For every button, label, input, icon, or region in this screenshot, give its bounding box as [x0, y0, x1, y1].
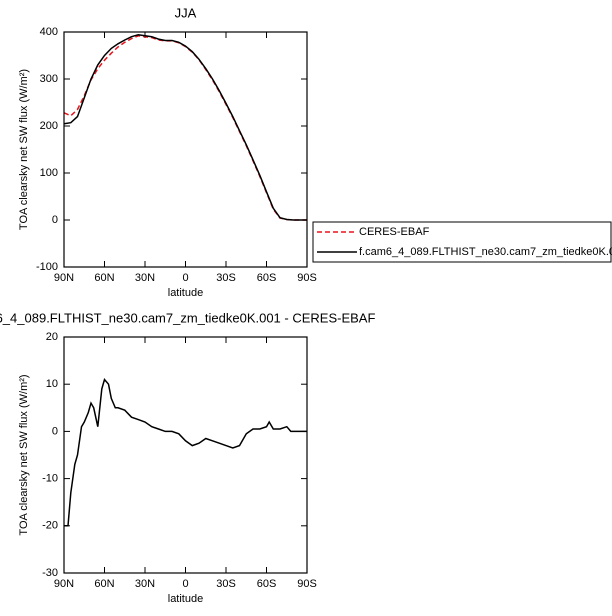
x-tick-label: 30S: [216, 578, 236, 590]
chart-title: JJA: [175, 5, 197, 20]
y-tick-label: 0: [52, 425, 58, 437]
data-line: [63, 34, 307, 221]
y-axis-label: TOA clearsky net SW flux (W/m²): [18, 69, 30, 230]
legend: CERES-EBAF f.cam6_4_089.FLTHIST_ne30.cam7…: [312, 221, 612, 263]
y-tick-label: 300: [40, 73, 58, 85]
legend-label: CERES-EBAF: [359, 226, 430, 238]
data-line: [64, 377, 307, 527]
y-tick-label: -30: [42, 567, 58, 579]
y-tick-label: 20: [46, 331, 58, 343]
x-tick-label: 90S: [297, 578, 317, 590]
x-tick-label: 60N: [94, 578, 114, 590]
x-tick-label: 60S: [257, 272, 277, 284]
legend-box: [312, 221, 612, 263]
y-tick-label: 100: [40, 167, 58, 179]
x-axis-label: latitude: [168, 287, 203, 299]
y-axis-label: TOA clearsky net SW flux (W/m²): [18, 374, 30, 535]
x-tick-label: 0: [182, 578, 188, 590]
x-tick-label: 30N: [135, 272, 155, 284]
y-tick-label: 400: [40, 26, 58, 38]
data-line: [63, 35, 307, 221]
x-axis-label: latitude: [168, 593, 203, 605]
y-tick-label: 10: [46, 378, 58, 390]
y-tick-label: 0: [52, 214, 58, 226]
x-tick-label: 90N: [54, 578, 74, 590]
chart-title: 6_4_089.FLTHIST_ne30.cam7_zm_tiedke0K.00…: [0, 310, 375, 325]
plot-frame: [63, 336, 308, 574]
y-tick-label: -100: [36, 261, 58, 273]
x-tick-label: 90S: [297, 272, 317, 284]
x-tick-label: 60N: [94, 272, 114, 284]
y-tick-label: 200: [40, 120, 58, 132]
x-tick-label: 90N: [54, 272, 74, 284]
x-tick-label: 0: [182, 272, 188, 284]
x-tick-label: 60S: [257, 578, 277, 590]
y-tick-label: -20: [42, 520, 58, 532]
x-tick-label: 30S: [216, 272, 236, 284]
plot-frame: [63, 31, 308, 268]
legend-label: f.cam6_4_089.FLTHIST_ne30.cam7_zm_tiedke…: [359, 246, 612, 258]
y-tick-label: -10: [42, 473, 58, 485]
x-tick-label: 30N: [135, 578, 155, 590]
